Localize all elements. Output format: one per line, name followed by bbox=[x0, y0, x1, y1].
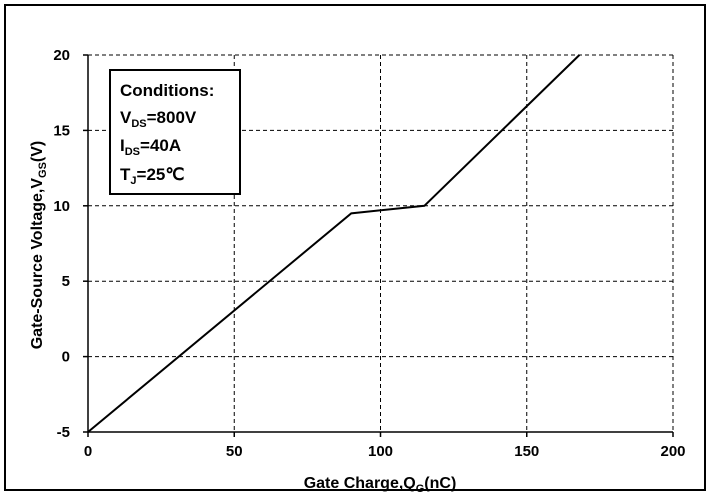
tick-labels: 0 50 100 150 200 -5 0 5 10 15 20 bbox=[53, 47, 685, 460]
x-tick-label: 150 bbox=[514, 443, 539, 460]
y-axis-title-tail: (V) bbox=[29, 141, 46, 162]
conditions-box-border bbox=[109, 69, 241, 195]
axes bbox=[83, 54, 674, 437]
conditions-vds: VDS=800V bbox=[120, 108, 197, 130]
y-tick-label: 5 bbox=[62, 273, 70, 290]
conditions-tj: TJ=25℃ bbox=[120, 165, 184, 187]
x-tick-label: 50 bbox=[226, 443, 243, 460]
y-axis-title-sub: GS bbox=[37, 162, 49, 178]
y-tick-label: 15 bbox=[53, 122, 70, 139]
x-axis-title: Gate Charge,QG(nC) bbox=[304, 475, 457, 495]
series bbox=[87, 54, 581, 433]
conditions-heading: Conditions: bbox=[120, 81, 214, 100]
x-tick-label: 0 bbox=[84, 443, 92, 460]
conditions-ids: IDS=40A bbox=[120, 136, 181, 158]
x-tick-label: 100 bbox=[368, 443, 393, 460]
y-tick-label: 10 bbox=[53, 198, 70, 215]
x-axis-title-tail: (nC) bbox=[424, 475, 456, 492]
x-axis-title-main: Gate Charge,Q bbox=[304, 475, 416, 492]
series-line-vgs bbox=[87, 54, 581, 433]
conditions-box: Conditions: VDS=800V IDS=40A TJ=25℃ bbox=[109, 69, 241, 195]
x-axis-title-sub: G bbox=[416, 483, 425, 495]
y-axis-title-main: Gate-Source Voltage,V bbox=[29, 178, 46, 350]
y-tick-label: -5 bbox=[57, 424, 70, 441]
x-tick-label: 200 bbox=[660, 443, 685, 460]
y-tick-label: 0 bbox=[62, 349, 70, 366]
y-axis-title: Gate-Source Voltage,VGS(V) bbox=[29, 141, 49, 350]
y-tick-label: 20 bbox=[53, 47, 70, 64]
